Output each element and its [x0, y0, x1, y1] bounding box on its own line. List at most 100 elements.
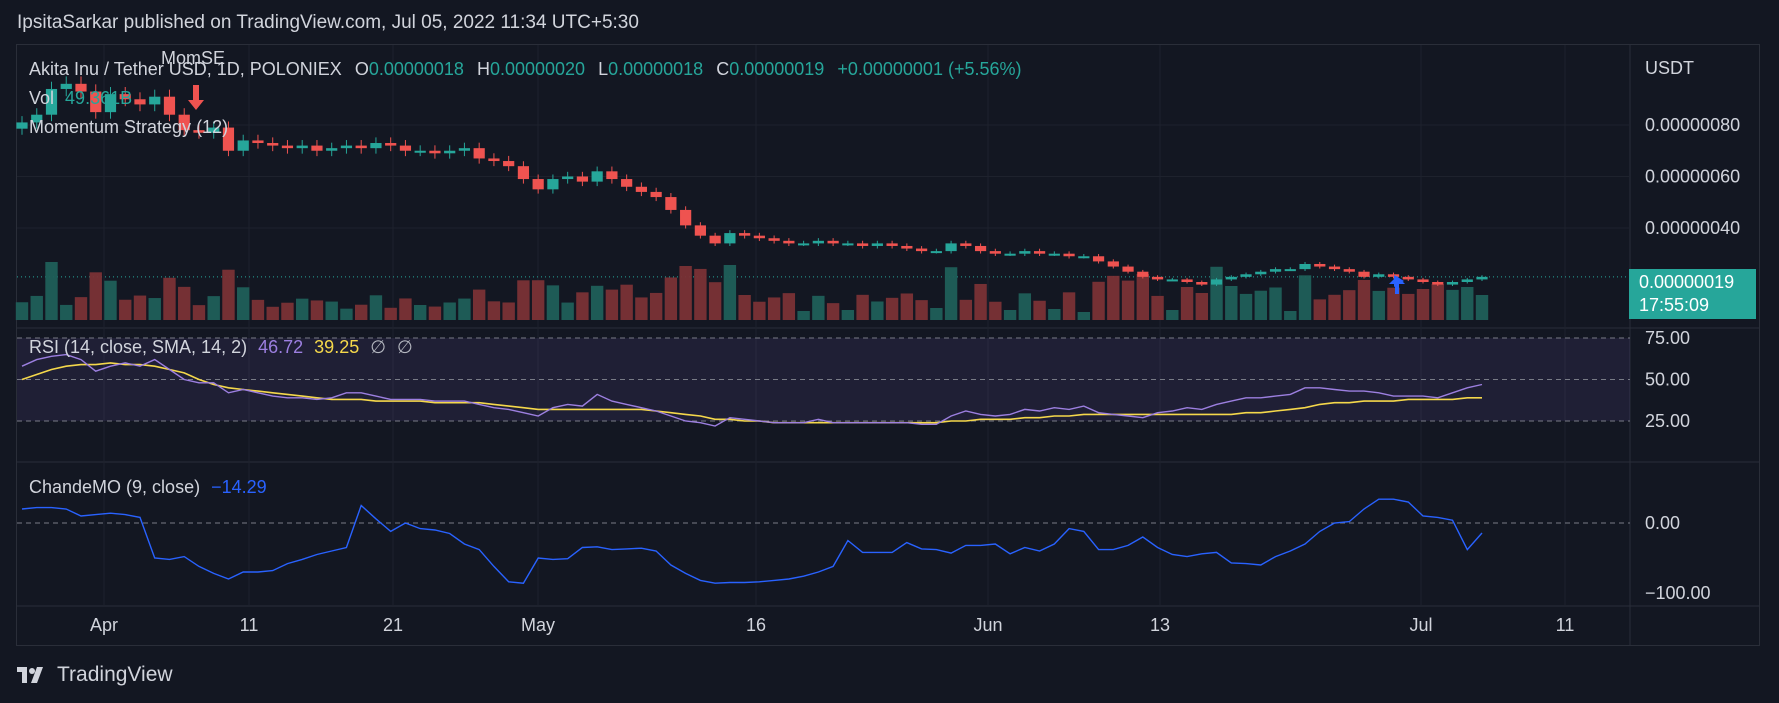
candle-body — [915, 248, 928, 252]
volume-bar — [472, 289, 486, 320]
volume-bar — [369, 295, 383, 320]
rsi-legend[interactable]: RSI (14, close, SMA, 14, 2) 46.72 39.25 … — [29, 337, 413, 358]
candle-body — [1048, 253, 1060, 256]
candle-body — [827, 240, 839, 244]
volume-bar — [502, 302, 515, 320]
volume-bar — [576, 292, 589, 320]
cmo-line — [21, 498, 1483, 584]
volume-legend[interactable]: Vol 49.361B — [29, 88, 132, 109]
volume-bar — [797, 311, 810, 320]
candle-body — [1432, 282, 1444, 285]
candle-body — [591, 171, 603, 182]
candle-body — [886, 243, 898, 246]
candle-body — [842, 243, 854, 246]
candle-body — [812, 240, 824, 244]
volume-bar — [384, 307, 397, 320]
volume-bar — [296, 298, 309, 320]
candle-body — [1402, 276, 1414, 280]
low-value: 0.00000018 — [608, 59, 704, 79]
candle-body — [724, 233, 736, 244]
candle-body — [149, 96, 161, 105]
volume-bar — [1284, 311, 1297, 320]
candle-body — [650, 191, 662, 198]
volume-bar — [1195, 293, 1208, 320]
rsi-na-2: ∅ — [396, 337, 413, 357]
volume-bar — [1387, 287, 1400, 320]
candle-body — [1446, 282, 1459, 285]
volume-bar — [104, 280, 117, 320]
volume-bar — [74, 297, 88, 320]
volume-bar — [222, 269, 235, 320]
volume-bar — [974, 283, 987, 320]
candle-body — [1078, 256, 1090, 259]
close-value: 0.00000019 — [729, 59, 825, 79]
volume-bar — [487, 301, 501, 320]
volume-bar — [590, 285, 604, 320]
volume-label: Vol — [29, 88, 55, 108]
candle-body — [1092, 256, 1105, 262]
publisher-header: IpsitaSarkar published on TradingView.co… — [17, 12, 639, 33]
volume-bar — [944, 267, 958, 320]
volume-bar — [340, 308, 353, 320]
candle-body — [1137, 271, 1149, 277]
candle-body — [1343, 269, 1355, 272]
candle-body — [547, 179, 559, 190]
candle-body — [178, 114, 190, 131]
candle-body — [1181, 279, 1193, 282]
volume-bar — [635, 297, 648, 320]
volume-bar — [1018, 293, 1032, 320]
volume-bar — [1402, 293, 1415, 320]
candle-body — [532, 179, 544, 190]
footer-brand[interactable]: TradingView — [17, 663, 173, 687]
volume-bar — [915, 300, 928, 320]
open-key: O — [354, 59, 369, 79]
volume-bar — [399, 298, 412, 320]
candle-body — [60, 83, 72, 89]
candle-body — [1151, 276, 1164, 280]
candle-body — [1166, 279, 1178, 282]
rsi-axis-label: 50.00 — [1645, 370, 1690, 390]
volume-bar — [1328, 294, 1341, 320]
volume-bar — [856, 294, 869, 320]
candle-body — [90, 91, 102, 113]
volume-bar — [354, 304, 368, 320]
candle-body — [237, 140, 249, 151]
momentum-strategy-legend[interactable]: Momentum Strategy (12) — [29, 117, 229, 137]
candle-body — [45, 88, 58, 115]
volume-bar — [782, 293, 796, 320]
tradingview-logo-icon — [17, 667, 43, 683]
candle-body — [753, 235, 765, 239]
x-tick-label: 16 — [746, 615, 766, 635]
candle-body — [414, 150, 426, 153]
volume-bar — [1475, 295, 1489, 320]
candle-body — [16, 122, 28, 129]
volume-bar — [930, 308, 943, 320]
volume-bar — [723, 265, 737, 320]
candle-body — [606, 171, 618, 180]
candle-body — [576, 176, 589, 182]
symbol-title[interactable]: Akita Inu / Tether USD, 1D, POLONIEX — [29, 59, 342, 79]
volume-bar — [178, 286, 191, 320]
volume-bar — [1121, 280, 1135, 320]
cmo-legend[interactable]: ChandeMO (9, close) −14.29 — [29, 477, 267, 498]
candle-body — [1269, 269, 1282, 272]
x-tick-label: 11 — [240, 615, 259, 635]
rsi-na-1: ∅ — [370, 337, 386, 357]
candle-body — [901, 245, 913, 249]
volume-bar — [1298, 275, 1312, 320]
volume-bar — [1180, 287, 1194, 320]
currency-label: USDT — [1645, 58, 1694, 78]
volume-value: 49.361B — [65, 88, 133, 108]
volume-bar — [310, 300, 324, 320]
candle-body — [857, 243, 869, 246]
volume-bar — [1136, 273, 1150, 320]
candle-body — [1063, 253, 1075, 257]
volume-bar — [237, 287, 250, 320]
rsi-line — [21, 353, 1483, 427]
volume-bar — [1210, 266, 1223, 320]
chart-frame — [16, 44, 1760, 646]
candle-body — [1004, 253, 1016, 256]
cmo-value: −14.29 — [211, 477, 267, 497]
rsi-sma-line — [21, 362, 1482, 424]
